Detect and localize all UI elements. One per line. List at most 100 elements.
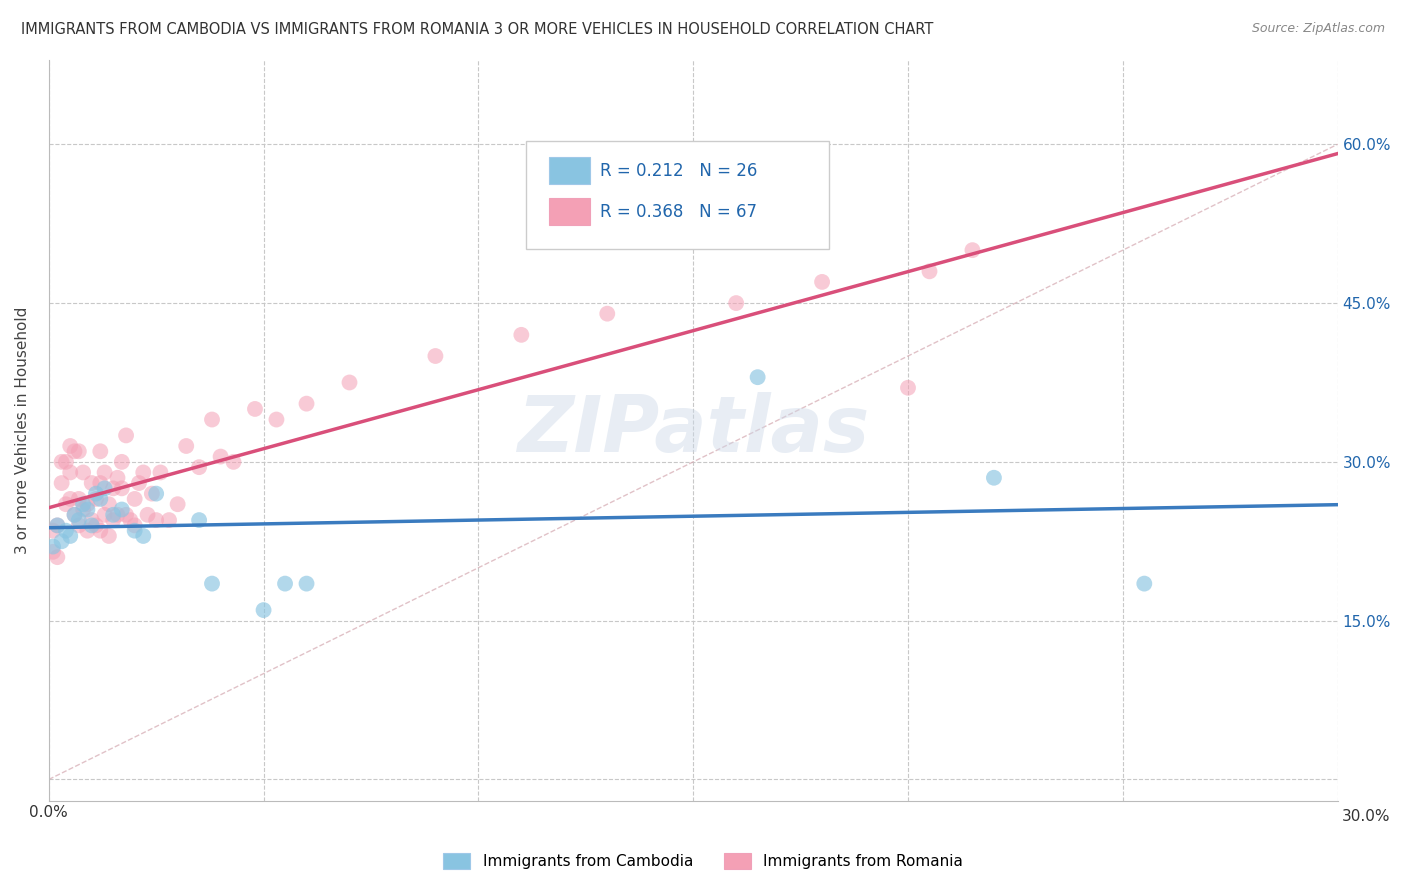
Point [201,412,224,426]
Point [80,513,103,527]
FancyBboxPatch shape [526,141,828,249]
Point [962,243,984,257]
Point [59,466,82,480]
Point [132,529,155,543]
Point [72,502,94,516]
Point [274,576,297,591]
Point [111,502,134,516]
Point [93,466,115,480]
Point [63,508,86,522]
Point [107,471,129,485]
Point [132,466,155,480]
Y-axis label: 3 or more Vehicles in Household: 3 or more Vehicles in Household [15,307,30,554]
Text: R = 0.212   N = 26: R = 0.212 N = 26 [600,161,758,180]
Point [67,444,90,458]
Point [115,508,138,522]
Point [72,497,94,511]
Point [983,471,1005,485]
Point [266,412,288,426]
Point [111,481,134,495]
Point [84,486,107,500]
Point [46,518,69,533]
Point [243,401,266,416]
Point [89,476,111,491]
Point [59,439,82,453]
Point [80,476,103,491]
Point [97,529,120,543]
FancyBboxPatch shape [548,157,591,185]
Point [166,497,188,511]
Point [63,444,86,458]
Point [42,524,65,538]
Point [42,545,65,559]
Point [76,524,98,538]
Point [103,481,125,495]
Point [222,455,245,469]
Point [55,524,77,538]
Point [107,508,129,522]
Point [510,327,533,342]
Point [103,508,125,522]
Point [124,518,146,533]
Point [295,576,318,591]
Point [59,491,82,506]
Point [76,502,98,516]
Point [63,508,86,522]
Text: R = 0.368   N = 67: R = 0.368 N = 67 [600,202,758,220]
Point [46,518,69,533]
Point [42,540,65,554]
Point [136,508,159,522]
Point [46,550,69,565]
Text: Source: ZipAtlas.com: Source: ZipAtlas.com [1251,22,1385,36]
Point [67,518,90,533]
Point [93,508,115,522]
Point [103,513,125,527]
Point [747,370,769,384]
Point [918,264,941,278]
Point [141,486,163,500]
Point [51,476,73,491]
Point [80,518,103,533]
Text: IMMIGRANTS FROM CAMBODIA VS IMMIGRANTS FROM ROMANIA 3 OR MORE VEHICLES IN HOUSEH: IMMIGRANTS FROM CAMBODIA VS IMMIGRANTS F… [21,22,934,37]
Point [188,513,211,527]
Point [55,455,77,469]
Point [120,513,142,527]
Point [725,296,748,310]
Point [93,481,115,495]
Point [295,397,318,411]
FancyBboxPatch shape [548,198,591,225]
Point [128,476,150,491]
Point [67,491,90,506]
Point [72,466,94,480]
Text: 30.0%: 30.0% [1341,809,1391,824]
Point [145,513,167,527]
Point [124,491,146,506]
Point [124,524,146,538]
Point [89,491,111,506]
Point [252,603,274,617]
Point [201,576,224,591]
Point [51,534,73,549]
Point [51,455,73,469]
Point [811,275,834,289]
Point [897,381,920,395]
Text: ZIPatlas: ZIPatlas [517,392,869,468]
Point [174,439,197,453]
Point [149,466,172,480]
Point [84,491,107,506]
Point [188,460,211,475]
Point [1133,576,1156,591]
Point [339,376,361,390]
Point [67,513,90,527]
Point [89,524,111,538]
Point [111,455,134,469]
Point [425,349,447,363]
Point [115,428,138,442]
Point [209,450,232,464]
Point [145,486,167,500]
Point [97,497,120,511]
Legend: Immigrants from Cambodia, Immigrants from Romania: Immigrants from Cambodia, Immigrants fro… [437,847,969,875]
Point [84,518,107,533]
Point [596,307,619,321]
Point [55,497,77,511]
